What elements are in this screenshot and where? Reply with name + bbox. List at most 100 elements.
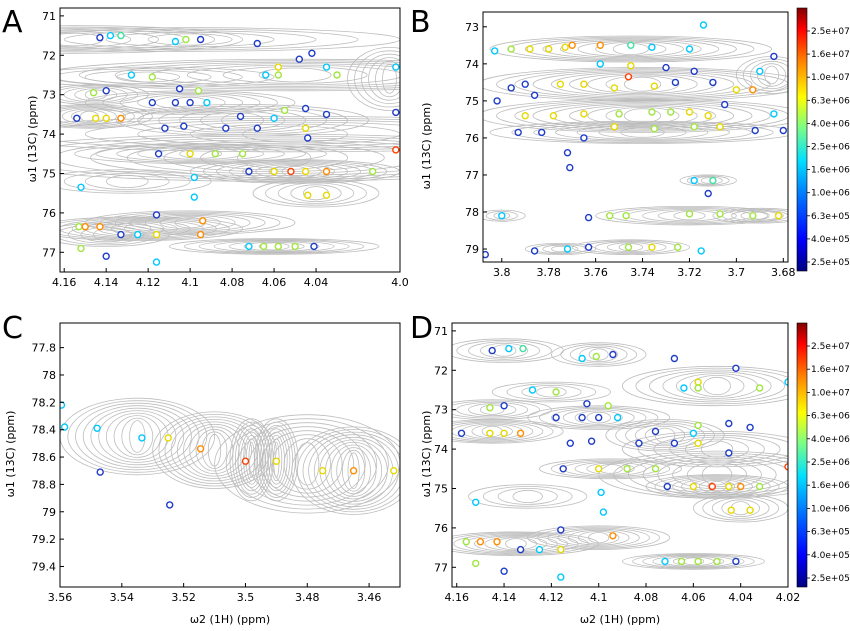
panel-a-peak-52 — [190, 173, 199, 182]
panel-b-xtick-label-0: 3.8 — [493, 266, 511, 279]
panel-a-peak-41 — [154, 150, 163, 158]
panel-d-peak-10 — [694, 384, 702, 392]
panel-c-contour-0-ring-8 — [75, 402, 200, 471]
panel-c-contour-0-ring-9 — [67, 400, 208, 473]
panel-d-contour-5-ring-4 — [452, 422, 534, 441]
panel-d-contour-5-ring-2 — [471, 424, 513, 439]
panel-d-peak-19 — [552, 413, 560, 422]
panel-d-peak-48 — [663, 482, 671, 491]
panel-a-peak-13 — [333, 71, 341, 79]
panel-a-contour-14-ring-3 — [144, 214, 236, 231]
panel-d-peak-23 — [486, 429, 494, 437]
panel-c-xtick-label-3: 3.5 — [237, 591, 255, 604]
panel-a-peak-1 — [106, 31, 115, 40]
panel-a-peak-35 — [280, 106, 289, 115]
panel-c-contour-0-ring-7 — [82, 405, 192, 468]
panel-b-colorbar-ticks: 2.5e+07 1.6e+07 1.0e+07 6.3e+06 4.0e+06 2.5e+… — [807, 27, 850, 268]
panel-a-peak-24 — [203, 98, 211, 107]
panel-a-peak-33 — [253, 124, 261, 132]
panel-label-c: C — [2, 311, 23, 346]
panel-a-ytick-label-1: 72 — [42, 49, 56, 62]
panel-d-peak-33 — [694, 421, 702, 430]
panel-a-peak-28 — [73, 114, 81, 123]
cbD-tick-label-4: 4.0e+06 — [811, 435, 850, 445]
panel-d-peak-29 — [635, 439, 643, 447]
panel-a-peak-42 — [186, 150, 194, 158]
panel-c-contour-5-ring-5 — [248, 426, 366, 502]
panel-c-peak-12 — [165, 501, 174, 509]
panel-b-contour-8-ring-4 — [679, 174, 737, 187]
panel-b-ytick-label-5: 78 — [465, 206, 479, 219]
panel-c-peak-2 — [93, 424, 101, 432]
panel-c-contour-0-ring-6 — [90, 407, 185, 466]
panel-d-contour-5-ring-7 — [452, 419, 564, 444]
panel-a-contour-18-ring-1 — [105, 174, 149, 188]
panel-b-contour-0-ring-6 — [524, 37, 737, 61]
panel-a-peak-64 — [152, 230, 161, 239]
panel-d-contour-12-ring-3 — [711, 497, 770, 519]
panel-d-peak-8 — [694, 378, 702, 386]
panel-d-contour-13-ring-7 — [452, 532, 589, 555]
panel-a-contour-16-ring-3 — [67, 225, 145, 244]
panel-b-ticks: 3.8 3.78 3.76 3.74 3.72 3.7 3.68 73 74 75 76 77 78 79 — [465, 21, 796, 279]
panel-c-peak-6 — [196, 445, 205, 453]
panel-b-contour-3-ring-3 — [576, 124, 709, 140]
panel-a-peak-29 — [161, 124, 169, 132]
panel-a-peak-5 — [196, 35, 205, 44]
panel-label-a: A — [2, 5, 23, 40]
panel-d-peak-12 — [784, 378, 788, 386]
panel-a-contour-3-ring-1 — [116, 71, 181, 83]
panel-d-peak-49 — [597, 488, 605, 497]
panel-d-peaks — [457, 344, 788, 581]
panel-b-peak-7 — [596, 41, 604, 49]
panel-a-contour-3-ring-2 — [84, 70, 212, 85]
panel-a-contour-1-ring-2 — [105, 31, 275, 48]
panel-c-xtick-label-2: 3.52 — [171, 591, 196, 604]
panel-a-peak-72 — [102, 252, 110, 260]
panel-b-peak-3 — [526, 45, 534, 53]
panel-b-peak-59 — [716, 210, 724, 218]
panel-b-xtick-label-1: 3.78 — [536, 266, 561, 279]
panel-c-contour-5-ring-2 — [283, 438, 331, 490]
panel-a-contour-15-ring-5 — [198, 239, 350, 254]
panel-a-peak-67 — [259, 242, 268, 251]
panel-a-contour-15-ring-6 — [183, 238, 365, 254]
panel-d-contour-3-ring-4 — [491, 381, 612, 403]
panel-a-contour-9-ring-4 — [116, 145, 286, 162]
panel-c-contour-2-ring-7 — [232, 421, 271, 498]
panel-b-contour-6-ring-5 — [571, 239, 690, 256]
panel-d-peak-15 — [486, 404, 494, 412]
panel-c-peaks — [60, 401, 398, 509]
panel-a-peak-50 — [392, 146, 400, 154]
panel-b-contour-2-ring-6 — [532, 102, 753, 130]
panel-c-contour-5-ring-3 — [272, 434, 343, 494]
panel-c-peak-8 — [272, 457, 281, 465]
panel-d-contour-3-ring-1 — [536, 386, 567, 398]
panel-d-contour-5-ring-6 — [452, 420, 554, 443]
panel-b-contour-10-ring-3 — [750, 60, 788, 90]
panel-c-contour-4-ring-1 — [347, 452, 360, 490]
panel-d-contour-0-ring-2 — [479, 342, 529, 359]
panel-a-peak-17 — [89, 88, 98, 97]
panel-d-peak-13 — [528, 386, 537, 394]
panel-d-peak-65 — [713, 557, 721, 566]
panel-c-contour-5-ring-4 — [260, 430, 355, 498]
panel-b-peak-67 — [674, 243, 682, 251]
panel-b-xtick-label-5: 3.7 — [728, 266, 746, 279]
cbB-tick-label-2: 1.0e+07 — [811, 73, 850, 83]
panel-d-peak-3 — [578, 354, 586, 363]
panel-b-contour-2-ring-8 — [496, 99, 788, 132]
panel-c-contour-5-ring-1 — [295, 442, 320, 486]
panel-c-peak-4 — [138, 434, 146, 442]
panel-d-contour-6-ring-5 — [539, 406, 659, 429]
panel-d-contours — [452, 338, 788, 570]
panel-c-contour-4-ring-9 — [302, 431, 400, 510]
panel-b-contour-5-ring-5 — [712, 207, 788, 224]
panel-b-peak-54 — [498, 211, 506, 220]
panel-b-contour-2-ring-9 — [483, 98, 788, 133]
panel-b-contour-6-ring-3 — [595, 241, 667, 254]
panel-d-ytick-label-0: 71 — [434, 325, 448, 338]
panel-b-contour-0-ring-4 — [559, 39, 702, 59]
panel-a-contour-0-ring-3 — [60, 29, 160, 50]
panel-b-peak-43 — [610, 123, 619, 131]
